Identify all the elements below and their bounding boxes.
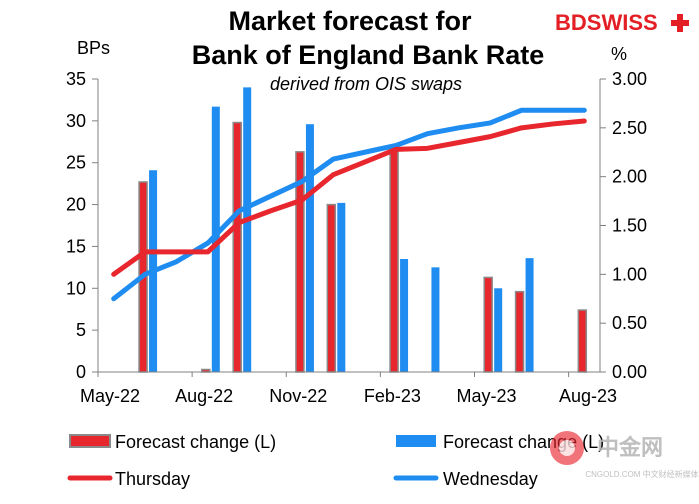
watermark-logo-inner (559, 440, 575, 456)
chart-title-line-2: Bank of England Bank Rate (192, 40, 545, 70)
brand-logo: BDSWISS (555, 10, 689, 35)
x-axis: May-22 Aug-22 Nov-22 Feb-23 May-23 Aug-23 (80, 372, 617, 406)
bar-forecast-change-blue (211, 106, 220, 372)
legend-item-thursday: Thursday (67, 469, 190, 489)
y-right-tick-label: 0.00 (612, 362, 647, 382)
legend-item-forecast-change-red: Forecast change (L) (69, 432, 276, 452)
bar-forecast-change-red (514, 290, 525, 373)
line-thursday (111, 118, 587, 277)
x-tick-label: Aug-23 (559, 386, 617, 406)
legend-label: Wednesday (443, 469, 538, 489)
legend-label: Forecast change (L) (115, 432, 276, 452)
legend-item-wednesday: Wednesday (393, 469, 538, 489)
bar-forecast-change-blue (494, 288, 503, 372)
y-left-unit: BPs (77, 38, 110, 58)
x-tick-label: May-22 (80, 386, 140, 406)
x-tick-label: Nov-22 (269, 386, 327, 406)
bar-forecast-change-blue (431, 267, 440, 372)
y-right-tick-label: 2.00 (612, 167, 647, 187)
legend-swatch-blue-bar (396, 435, 436, 447)
bar-forecast-change-blue (525, 258, 534, 372)
line-wednesday (111, 107, 587, 302)
y-right-unit: % (611, 44, 627, 64)
flag-cross-icon (671, 14, 689, 32)
line-series (111, 107, 587, 302)
watermark: 中金网 CNGOLD.COM 中文财经新媒体 (550, 431, 699, 479)
x-tick-label: Feb-23 (364, 386, 421, 406)
y-left-tick-label: 25 (66, 153, 86, 173)
legend-swatch-red-bar (69, 434, 111, 448)
y-left-tick-label: 20 (66, 195, 86, 215)
bar-forecast-change-red (232, 121, 242, 373)
bar-forecast-change-blue (243, 87, 252, 372)
brand-logo-text: BDSWISS (555, 10, 658, 35)
bar-forecast-change-blue (305, 124, 314, 372)
bar-forecast-change-red (326, 203, 337, 373)
legend: Forecast change (L) Forecast change (L) … (67, 432, 604, 489)
y-right-tick-label: 0.50 (612, 313, 647, 333)
y-right-tick-label: 1.00 (612, 264, 647, 284)
y-left-tick-label: 35 (66, 69, 86, 89)
y-right-tick-label: 3.00 (612, 69, 647, 89)
y-left-tick-label: 0 (76, 362, 86, 382)
x-tick-label: Aug-22 (175, 386, 233, 406)
legend-label: Thursday (115, 469, 190, 489)
y-left-tick-label: 30 (66, 111, 86, 131)
y-right-tick-label: 2.50 (612, 118, 647, 138)
x-tick-label: May-23 (456, 386, 516, 406)
y-right-tick-label: 1.50 (612, 216, 647, 236)
bar-forecast-change-red (389, 149, 399, 373)
watermark-text: 中金网 (597, 435, 663, 460)
bar-forecast-change-red (483, 276, 493, 373)
y-right-axis: 0.00 0.50 1.00 1.50 2.00 2.50 3.00 (600, 69, 647, 382)
bar-forecast-change-red (577, 309, 588, 373)
y-left-tick-label: 5 (76, 320, 86, 340)
chart-title-line-1: Market forecast for (228, 6, 472, 36)
chart-subtitle: derived from OIS swaps (270, 74, 462, 94)
bar-forecast-change-blue (400, 258, 409, 372)
y-left-axis: 0 5 10 15 20 25 30 35 (66, 69, 98, 382)
watermark-subtext: CNGOLD.COM 中文财经新媒体 (585, 469, 698, 479)
y-left-tick-label: 15 (66, 236, 86, 256)
y-left-tick-label: 10 (66, 278, 86, 298)
bar-forecast-change-blue (337, 202, 346, 372)
